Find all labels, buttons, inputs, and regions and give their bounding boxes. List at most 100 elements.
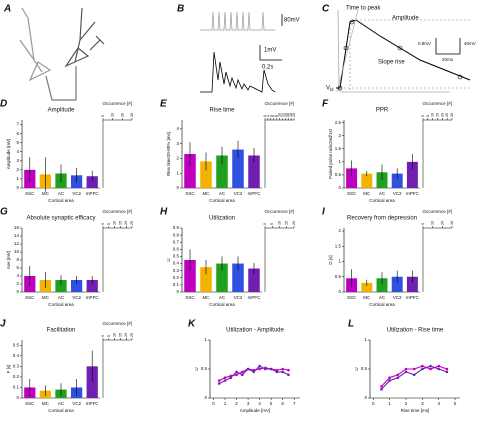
y-tick-label: 0 [204, 395, 207, 400]
chart-title: Facilitation [47, 328, 76, 334]
x-tick-label: 3 [247, 401, 250, 406]
x-tick-label: 2 [235, 401, 238, 406]
y-axis-label: U [354, 367, 359, 370]
y-tick-label: 1 [176, 170, 179, 175]
data-point [396, 376, 400, 380]
guide-line [340, 19, 470, 92]
y-tick-label: 1 [16, 176, 19, 181]
data-point [258, 364, 261, 368]
chart-title: PPR [376, 108, 389, 114]
occurrence-label: Occurrence [#] [102, 209, 132, 214]
occurrence-tick-label: 5 [270, 223, 274, 225]
occurrence-tick-label: 30 [450, 221, 454, 225]
bar [406, 161, 418, 188]
x-tick-label: 1 [388, 401, 391, 406]
x-tick-label: MC [42, 295, 50, 300]
x-axis-label: Cortical area [48, 408, 74, 413]
y-tick-label: 0.5 [201, 366, 208, 371]
data-point [396, 373, 400, 377]
stimulus-trace [337, 9, 450, 93]
y-tick-label: 14 [14, 233, 20, 238]
y-tick-label: 1 [204, 337, 207, 342]
x-axis-label: Cortical area [209, 302, 235, 307]
y-tick-label: 4 [176, 126, 179, 131]
bar [391, 173, 403, 188]
y-axis-label: F [s] [6, 365, 11, 374]
x-tick-label: mPFC [86, 191, 99, 196]
bar [184, 260, 196, 292]
x-tick-label: VC2 [393, 295, 402, 300]
x-axis-label: Amplitude [mV] [240, 408, 271, 413]
bar [216, 263, 228, 292]
x-tick-label: mPFC [86, 295, 99, 300]
occurrence-tick-label: 15 [435, 113, 439, 117]
x-tick-label: SSC [25, 295, 35, 300]
y-axis-label: Rise time20-80% [ms] [166, 132, 171, 176]
occurrence-tick-label: 20 [440, 221, 444, 225]
data-point [235, 370, 238, 374]
epsp-trace [200, 51, 276, 93]
y-tick-label: 2.5 [335, 120, 342, 125]
x-tick-label: AC [58, 401, 65, 406]
y-tick-label: 0.3 [13, 364, 20, 369]
scale-label: 0.8mV [418, 41, 431, 46]
y-axis-label: U [166, 258, 171, 261]
chart-title: Recovery from depression [347, 216, 417, 222]
data-point [217, 379, 221, 382]
bar [200, 161, 212, 188]
data-point [252, 370, 256, 374]
x-tick-label: AC [219, 295, 226, 300]
x-tick-label: mPFC [406, 191, 419, 196]
y-tick-label: 0 [176, 185, 179, 190]
bar [361, 282, 373, 292]
y-tick-label: 7 [16, 122, 19, 127]
bar [248, 268, 260, 292]
x-tick-label: VC2 [72, 191, 81, 196]
y-tick-label: 0 [338, 185, 341, 190]
slope-line [336, 9, 359, 93]
bar [376, 278, 388, 292]
x-tick-label: AC [58, 191, 65, 196]
y-tick-label: 1 [338, 159, 341, 164]
data-point [235, 373, 238, 377]
x-tick-label: MC [203, 295, 211, 300]
x-axis-label: Cortical area [369, 302, 395, 307]
x-axis-label: Rise time [ms] [401, 408, 430, 413]
chart-title: Utilization [209, 216, 235, 222]
scale-label: 20ms [442, 57, 454, 62]
x-tick-label: 0 [372, 401, 375, 406]
data-point [437, 367, 441, 371]
bar [248, 155, 260, 188]
annotation: bl [330, 87, 334, 92]
bar [55, 280, 67, 292]
x-axis-label: Cortical area [48, 198, 74, 203]
y-axis-label: D [s] [328, 255, 333, 264]
bar [86, 280, 98, 292]
occurrence-tick-label: 15 [118, 333, 122, 337]
data-point [445, 370, 449, 374]
y-axis-label: Ase [mV] [6, 251, 11, 269]
occurrence-tick-label: 15 [118, 221, 122, 225]
x-tick-label: MC [42, 191, 50, 196]
occurrence-tick-label: 10 [111, 113, 115, 117]
occurrence-tick-label: 10 [431, 221, 435, 225]
y-tick-label: 0.5 [335, 274, 342, 279]
bar [232, 149, 244, 188]
x-tick-label: 4 [258, 401, 261, 406]
y-tick-label: 0 [364, 395, 367, 400]
data-point [281, 370, 284, 374]
y-tick-label: 3 [176, 141, 179, 146]
y-tick-label: 0.4 [13, 353, 20, 358]
bar [406, 276, 418, 292]
y-tick-label: 0.2 [173, 275, 180, 280]
x-tick-label: MC [203, 191, 211, 196]
y-tick-label: 0.9 [173, 225, 180, 230]
bar [391, 276, 403, 292]
x-tick-label: SSC [347, 295, 357, 300]
y-tick-label: 0.6 [173, 247, 180, 252]
data-point [223, 376, 227, 380]
x-tick-label: AC [219, 191, 226, 196]
y-tick-label: 6 [16, 265, 19, 270]
occurrence-tick-label: 20 [120, 113, 124, 117]
y-tick-label: 0.7 [173, 239, 180, 244]
